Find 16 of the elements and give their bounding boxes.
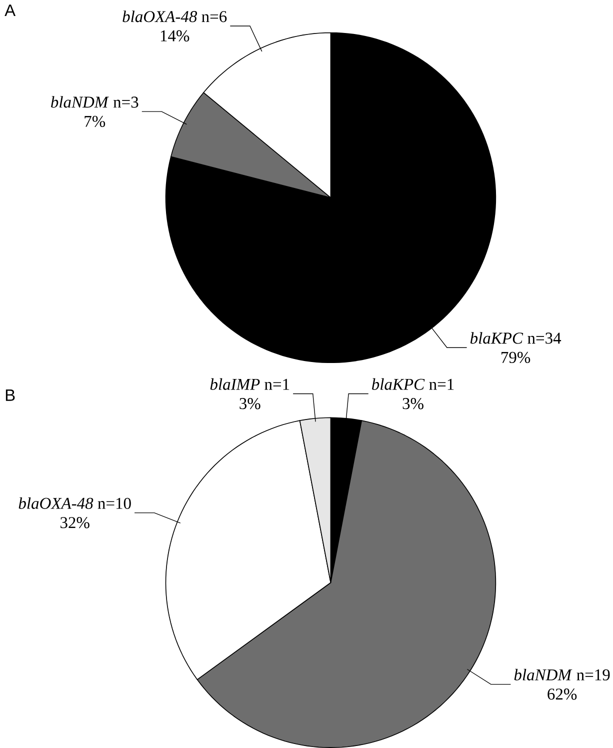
slice-label: blaNDM n=3	[50, 96, 138, 108]
slice-label: blaOXA-48 n=10	[18, 497, 131, 509]
data-label: 14%	[160, 30, 190, 42]
data-label: 32%	[60, 517, 90, 528]
data-label: 62%	[548, 688, 577, 700]
slice-label: blaIMP n=1	[210, 378, 289, 390]
slice-label: blaNDM n=19	[514, 668, 610, 680]
slice-label: blaOXA-48 n=6	[122, 10, 227, 22]
data-label: 79%	[501, 352, 530, 364]
text: B	[6, 390, 15, 401]
data-label: 3%	[402, 398, 424, 410]
data-label: 3%	[240, 398, 260, 410]
data-label: 7%	[84, 116, 106, 128]
slice-label: blaKPC n=34	[470, 332, 561, 344]
slice-label: blaKPC n=1	[372, 378, 454, 390]
chart-title: A	[4, 4, 16, 16]
